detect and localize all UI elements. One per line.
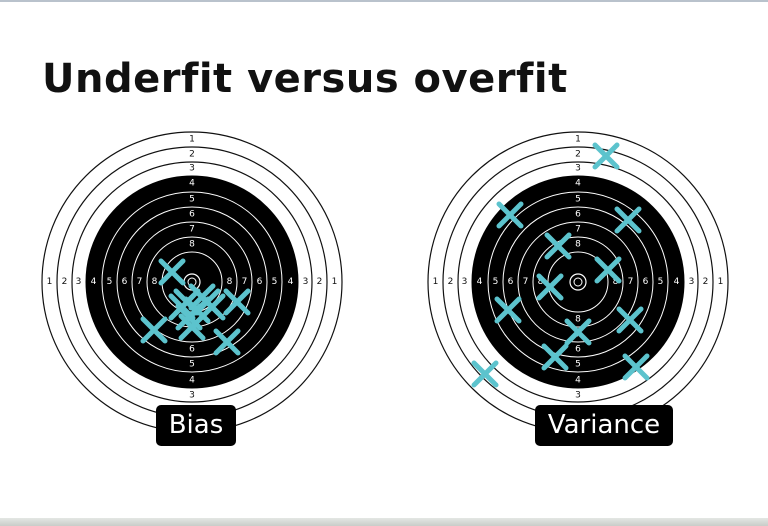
bias-ring-number: 1: [189, 135, 195, 145]
bias-ring-number: 2: [62, 277, 68, 287]
bias-ring-number: 2: [189, 150, 195, 160]
variance-shot-mark: [496, 201, 524, 229]
bias-ring-number: 1: [332, 277, 338, 287]
bottom-rule: [0, 518, 768, 526]
variance-bullseye-inner: [573, 277, 583, 287]
bias-ring-number: 3: [76, 277, 82, 287]
variance-shot-mark: [544, 232, 572, 260]
variance-ring-number: 5: [575, 195, 581, 205]
bias-ring-number: 4: [189, 179, 195, 189]
variance-shot-mark: [471, 360, 499, 388]
bias-shot-mark: [193, 288, 221, 316]
variance-shot-mark: [541, 343, 569, 371]
variance-ring-number: 5: [575, 360, 581, 370]
bias-ring-number: 3: [189, 391, 195, 401]
variance-ring-number: 4: [674, 277, 680, 287]
variance-shot-mark: [536, 273, 564, 301]
bias-shot-mark: [158, 258, 186, 286]
bias-ring-number: 6: [189, 345, 195, 355]
variance-ring-number: 3: [575, 391, 581, 401]
bias-shot-mark: [223, 288, 251, 316]
variance-ring-number: 8: [613, 277, 619, 287]
variance-shot-mark: [616, 306, 644, 334]
bias-ring-number: 4: [91, 277, 97, 287]
bias-ring-number: 7: [242, 277, 248, 287]
variance-ring-number: 7: [523, 277, 529, 287]
variance-ring-number: 5: [658, 277, 664, 287]
variance-ring-number: 1: [575, 135, 581, 145]
bias-ring-number: 7: [137, 277, 143, 287]
bias-shot-mark: [178, 313, 206, 341]
bias-ring-number: 6: [189, 210, 195, 220]
bias-ring-number: 3: [189, 164, 195, 174]
bias-ring-number: 2: [317, 277, 323, 287]
variance-ring-number: 8: [575, 315, 581, 325]
bias-ring-number: 1: [47, 277, 53, 287]
variance-ring-number: 4: [575, 376, 581, 386]
variance-ring-number: 2: [575, 150, 581, 160]
variance-shot-mark: [494, 296, 522, 324]
bias-label: Bias: [156, 405, 236, 446]
variance-shot-mark: [564, 318, 592, 346]
bias-ring-number: 4: [189, 376, 195, 386]
bias-ring-number: 6: [122, 277, 128, 287]
variance-ring-number: 3: [689, 277, 695, 287]
variance-ring-number: 3: [575, 164, 581, 174]
variance-ring-number: 6: [575, 210, 581, 220]
variance-ring-number: 1: [433, 277, 439, 287]
bias-shot-mark: [213, 328, 241, 356]
bias-ring-number: 8: [152, 277, 158, 287]
bias-shot-mark: [140, 316, 168, 344]
top-rule: [0, 0, 768, 2]
variance-ring-number: 3: [462, 277, 468, 287]
variance-label: Variance: [535, 405, 673, 446]
bias-ring-number: 5: [107, 277, 113, 287]
variance-bullseye: [569, 273, 587, 291]
bias-shot-mark: [168, 293, 196, 321]
variance-ring-number: 2: [703, 277, 709, 287]
bias-ring-number: 4: [288, 277, 294, 287]
variance-ring-number: 7: [628, 277, 634, 287]
bias-ring-number: 7: [189, 225, 195, 235]
variance-ring-number: 7: [575, 225, 581, 235]
variance-ring-number: 8: [538, 277, 544, 287]
variance-shot-mark: [622, 353, 650, 381]
variance-ring-number: 4: [477, 277, 483, 287]
variance-ring-number: 6: [643, 277, 649, 287]
bias-ring-number: 8: [227, 277, 233, 287]
bias-ring-number: 3: [303, 277, 309, 287]
variance-shot-mark: [592, 142, 620, 170]
slide-title: Underfit versus overfit: [42, 56, 568, 102]
variance-ring-number: 5: [493, 277, 499, 287]
variance-ring-number: 6: [575, 345, 581, 355]
variance-ring-number: 2: [448, 277, 454, 287]
bias-ring-number: 5: [189, 360, 195, 370]
variance-shot-mark: [614, 206, 642, 234]
variance-ring-number: 1: [718, 277, 724, 287]
bias-ring-number: 6: [257, 277, 263, 287]
bias-ring-number: 5: [272, 277, 278, 287]
bias-ring-number: 5: [189, 195, 195, 205]
variance-ring-number: 4: [575, 179, 581, 189]
bias-ring-number: 8: [189, 240, 195, 250]
variance-shot-mark: [594, 256, 622, 284]
variance-ring-number: 6: [508, 277, 514, 287]
variance-target-diagram: 123456783456781234567887654321: [427, 131, 729, 433]
variance-ring-number: 8: [575, 240, 581, 250]
